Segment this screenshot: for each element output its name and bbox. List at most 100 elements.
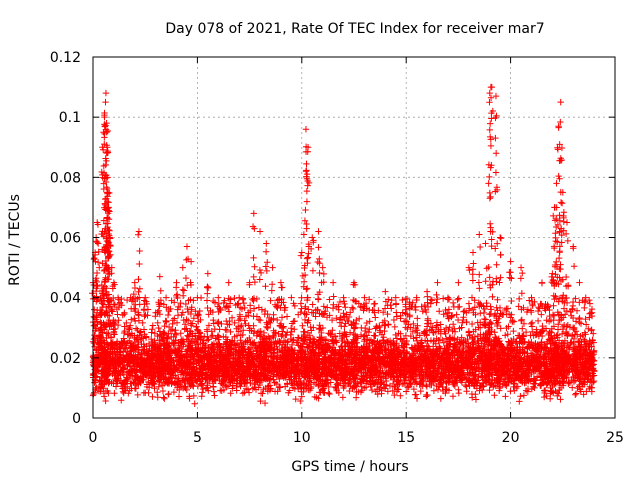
roti-point — [449, 393, 457, 400]
roti-point — [160, 394, 167, 401]
roti-point — [134, 391, 141, 399]
roti-point — [502, 393, 509, 400]
roti-point — [397, 392, 404, 399]
roti-point — [191, 400, 198, 407]
roti-point — [507, 387, 514, 395]
roti-point — [199, 389, 206, 396]
roti-point — [565, 380, 572, 387]
roti-point — [175, 393, 183, 400]
roti-point — [481, 344, 488, 352]
roti-point — [430, 387, 438, 394]
roti-point — [171, 330, 178, 337]
roti-point — [580, 391, 587, 398]
roti-point — [210, 388, 218, 395]
roti-point — [326, 390, 333, 398]
roti-point — [239, 390, 247, 397]
roti-point — [572, 391, 579, 398]
roti-point — [520, 392, 528, 399]
roti-point — [503, 382, 510, 390]
roti-point — [254, 376, 262, 383]
roti-point — [385, 345, 392, 353]
roti-point — [423, 391, 430, 399]
roti-point — [195, 353, 202, 360]
roti-point — [413, 395, 421, 402]
roti-point — [402, 388, 410, 395]
roti-point — [211, 392, 218, 399]
roti-point — [557, 396, 564, 403]
roti-point — [450, 334, 458, 342]
roti-point — [391, 391, 398, 399]
roti-point — [297, 397, 304, 405]
roti-point — [209, 332, 216, 339]
roti-point — [528, 385, 536, 393]
roti-point — [286, 387, 293, 394]
roti-point — [210, 383, 217, 390]
roti-point — [135, 381, 142, 388]
roti-point — [393, 388, 401, 395]
roti-point — [140, 389, 148, 397]
roti-point — [350, 330, 357, 338]
roti-point — [275, 384, 283, 391]
roti-point — [149, 393, 156, 400]
roti-point — [374, 390, 381, 398]
roti-point — [274, 388, 281, 395]
roti-point — [245, 389, 253, 396]
roti-point — [111, 389, 118, 397]
roti-point — [543, 392, 550, 400]
points-layer — [88, 83, 598, 407]
roti-point — [159, 387, 167, 395]
roti-point — [315, 395, 322, 402]
roti-point — [154, 394, 161, 401]
roti-point — [229, 385, 236, 392]
roti-point — [511, 380, 518, 388]
roti-point — [349, 385, 356, 392]
roti-point — [132, 385, 140, 392]
roti-point — [165, 391, 172, 398]
roti-point — [155, 383, 162, 390]
roti-point — [131, 346, 138, 354]
roti-point — [315, 381, 323, 388]
roti-point — [170, 388, 178, 396]
roti-point — [442, 378, 449, 385]
roti-point — [315, 325, 323, 333]
roti-point — [227, 390, 234, 397]
roti-point — [517, 392, 524, 400]
roti-point — [158, 382, 166, 389]
roti-point — [462, 381, 469, 389]
roti-point — [261, 399, 269, 407]
roti-point — [473, 360, 480, 368]
roti-point — [486, 386, 493, 394]
roti-point — [198, 381, 205, 388]
roti-point — [120, 381, 128, 389]
roti-point — [186, 395, 193, 402]
roti-point — [346, 387, 353, 395]
roti-point — [373, 385, 381, 393]
roti-point — [297, 343, 305, 351]
roti-point — [352, 394, 360, 401]
roti-point — [118, 397, 125, 404]
roti-point — [198, 393, 205, 400]
roti-point — [298, 393, 305, 400]
roti-point — [368, 386, 376, 394]
roti-point — [311, 393, 318, 401]
roti-point — [381, 385, 389, 392]
roti-point — [199, 385, 207, 393]
roti-point — [127, 380, 134, 387]
roti-point — [275, 330, 282, 338]
roti-point — [232, 342, 239, 349]
roti-point — [304, 344, 311, 352]
roti-point — [590, 368, 598, 375]
roti-point — [292, 395, 299, 403]
roti-point — [154, 389, 161, 396]
roti-point — [437, 395, 445, 402]
roti-point — [569, 384, 576, 391]
roti-point — [102, 387, 110, 395]
roti-point — [102, 397, 109, 405]
roti-point — [455, 389, 463, 397]
roti-point — [132, 325, 140, 332]
roti-point — [491, 392, 498, 399]
roti-point — [274, 346, 281, 353]
roti-point — [323, 380, 330, 387]
roti-point — [413, 337, 421, 345]
roti-point — [566, 379, 574, 386]
